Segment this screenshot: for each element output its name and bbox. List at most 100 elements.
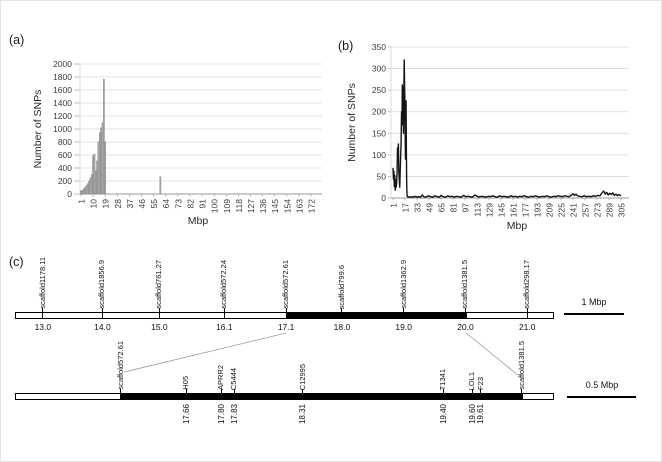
x-tick-label: 193 xyxy=(533,203,543,217)
marker-label: APRR2 xyxy=(216,364,226,390)
data-line xyxy=(392,59,622,198)
chromosome-bar-05mbp: scaffold572.61 H05 17.66 APRR2 17.80 C5444 17.… xyxy=(15,341,554,424)
marker-tick xyxy=(223,308,225,318)
scale-bar-top-label: 1 Mbp xyxy=(581,297,607,307)
x-tick-label: 154 xyxy=(282,199,292,213)
y-tick-label: 50 xyxy=(377,171,387,181)
snp-dense-region xyxy=(286,312,467,319)
snp-line-chart: 0 50 100 150 200 250 300 350 1 17 33 49 65 81 97 113 129… xyxy=(346,42,629,232)
x-tick-label: 65 xyxy=(437,203,447,213)
marker-tick xyxy=(302,389,304,399)
x-tick-label: 273 xyxy=(593,203,603,217)
y-tick-label: 350 xyxy=(372,42,386,52)
marker-label: scaffold1381.5 xyxy=(460,260,470,309)
x-axis-title: Mbp xyxy=(507,220,528,232)
marker-position: 17.83 xyxy=(229,404,239,425)
x-tick-label: 145 xyxy=(497,203,507,217)
marker-position: 19.40 xyxy=(438,404,448,425)
y-axis-title: Number of SNPs xyxy=(346,83,358,162)
marker-tick xyxy=(521,389,523,399)
x-tick-label: 10 xyxy=(89,199,99,209)
marker-tick xyxy=(403,308,405,318)
x-tick-label: 161 xyxy=(509,203,519,217)
marker-position: 19.61 xyxy=(476,404,485,425)
x-tick-label: 225 xyxy=(557,203,567,217)
x-tick-label: 17 xyxy=(401,203,411,213)
x-tick-label: 33 xyxy=(413,203,423,213)
marker-tick xyxy=(220,389,222,399)
marker-tick xyxy=(442,389,444,399)
marker-position: 17.80 xyxy=(216,404,226,425)
scale-bar-bottom-line xyxy=(567,396,636,398)
marker-position: 17.66 xyxy=(181,404,191,425)
bar xyxy=(94,170,97,195)
x-tick-label: 305 xyxy=(617,203,627,217)
marker-position: 20.0 xyxy=(457,322,474,332)
bar xyxy=(93,153,96,195)
y-tick-label: 300 xyxy=(372,64,386,74)
connector-line xyxy=(124,332,287,373)
x-tick-label: 172 xyxy=(306,199,316,213)
marker-position: 16.1 xyxy=(216,322,233,332)
panel-a-label: (a) xyxy=(9,33,25,47)
x-tick-label: 19 xyxy=(101,199,111,209)
bar xyxy=(92,155,94,195)
x-tick-label: 28 xyxy=(113,199,123,209)
x-tick-label: 73 xyxy=(173,199,183,209)
marker-tick xyxy=(526,308,528,318)
marker-label: scaffold1381.5 xyxy=(516,341,526,390)
connector-line xyxy=(465,332,518,376)
marker-label: scaffold298.17 xyxy=(522,260,532,309)
marker-label: scaffold1362.9 xyxy=(398,260,408,309)
marker-label: scaffold1178.11 xyxy=(37,257,47,309)
marker-label: T1341 xyxy=(438,368,448,390)
y-tick-label: 200 xyxy=(58,176,72,186)
x-tick-label: 81 xyxy=(449,203,459,213)
marker-position: 13.0 xyxy=(34,322,52,332)
y-tick-label: 250 xyxy=(372,85,386,95)
y-tick-label: 0 xyxy=(67,189,72,199)
bar xyxy=(159,176,162,195)
x-tick-label: 55 xyxy=(149,199,159,209)
marker-label: scaffold572.61 xyxy=(281,260,291,309)
panel-c-label: (c) xyxy=(9,255,24,269)
x-tick-label: 64 xyxy=(161,199,171,209)
marker-tick xyxy=(185,389,187,399)
marker-label: C5444 xyxy=(229,367,239,390)
bar xyxy=(101,122,104,195)
x-tick-label: 82 xyxy=(185,199,195,209)
zoom-connector-lines xyxy=(124,332,518,376)
x-tick-label: 136 xyxy=(258,199,268,213)
y-tick-label: 1200 xyxy=(53,111,72,121)
x-tick-label: 113 xyxy=(473,203,483,217)
y-tick-label: 1000 xyxy=(53,124,72,134)
bar xyxy=(89,177,92,195)
marker-position: 14.0 xyxy=(94,322,111,332)
y-tick-label: 800 xyxy=(58,137,72,147)
y-axis-title: Number of SNPs xyxy=(32,90,44,169)
x-tick-label: 129 xyxy=(485,203,495,217)
bar xyxy=(104,141,107,195)
marker-position: 19.0 xyxy=(395,322,412,332)
bar xyxy=(103,79,105,195)
x-tick-label: 145 xyxy=(270,199,280,213)
x-tick-label: 46 xyxy=(137,199,147,209)
x-tick-label: 1 xyxy=(77,199,87,204)
x-tick-label: 118 xyxy=(234,199,244,213)
x-tick-label: 100 xyxy=(210,199,220,213)
snp-dense-region xyxy=(120,393,523,400)
y-tick-label: 1600 xyxy=(53,85,72,95)
marker-tick xyxy=(471,389,473,399)
y-tick-label: 0 xyxy=(381,193,386,203)
y-tick-label: 1400 xyxy=(53,98,72,108)
x-tick-label: 241 xyxy=(569,203,579,217)
marker-tick xyxy=(464,308,466,318)
marker-tick xyxy=(120,389,122,399)
marker-label: scaffold572.24 xyxy=(219,260,229,309)
x-tick-label: 257 xyxy=(581,203,591,217)
x-tick-label: 91 xyxy=(198,199,208,209)
bar xyxy=(88,180,90,195)
marker-position: 21.0 xyxy=(518,322,536,332)
